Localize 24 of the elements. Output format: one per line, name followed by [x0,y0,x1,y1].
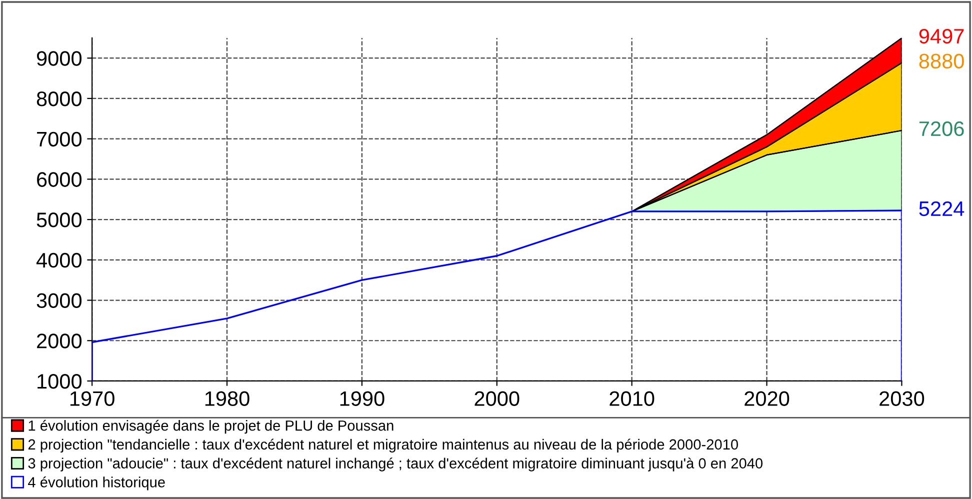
y-tick-label: 6000 [37,172,82,187]
data-label: 5224 [919,201,964,216]
legend-label: 1 évolution envisagée dans le projet de PLU de Poussan [28,420,394,434]
y-tick-label: 9000 [36,51,82,66]
y-tick-label: 7000 [37,132,82,147]
y-tick-label: 2000 [37,334,82,348]
legend-label: 2 projection "tendancielle : taux d'excédent naturel et migratoire maintenus au niveau de la période 2000-2010 [28,438,738,453]
data-label: 8880 [919,54,964,69]
x-tick-label: 1970 [70,391,114,406]
x-tick-label: 1980 [205,391,250,406]
x-tick-label: 2010 [610,391,654,406]
y-tick-label: 4000 [36,252,82,268]
y-tick-label: 5000 [36,212,82,228]
y-tick-label: 1000 [38,374,82,389]
y-tick-label: 8000 [36,91,82,106]
x-tick-label: 2000 [474,391,520,406]
x-tick-label: 2030 [880,391,924,406]
legend-label: 3 projection "adoucie" : taux d'excédent naturel inchangé ; taux d'excédent migratoire diminuant jusqu'à 0 en 2040 [28,458,763,472]
x-tick-label: 1990 [340,391,384,406]
data-label: 7206 [919,121,964,136]
legend-label: 4 évolution historique [28,476,165,490]
y-tick-label: 3000 [36,293,82,308]
x-tick-label: 2020 [744,391,790,406]
data-label: 9497 [919,28,964,44]
